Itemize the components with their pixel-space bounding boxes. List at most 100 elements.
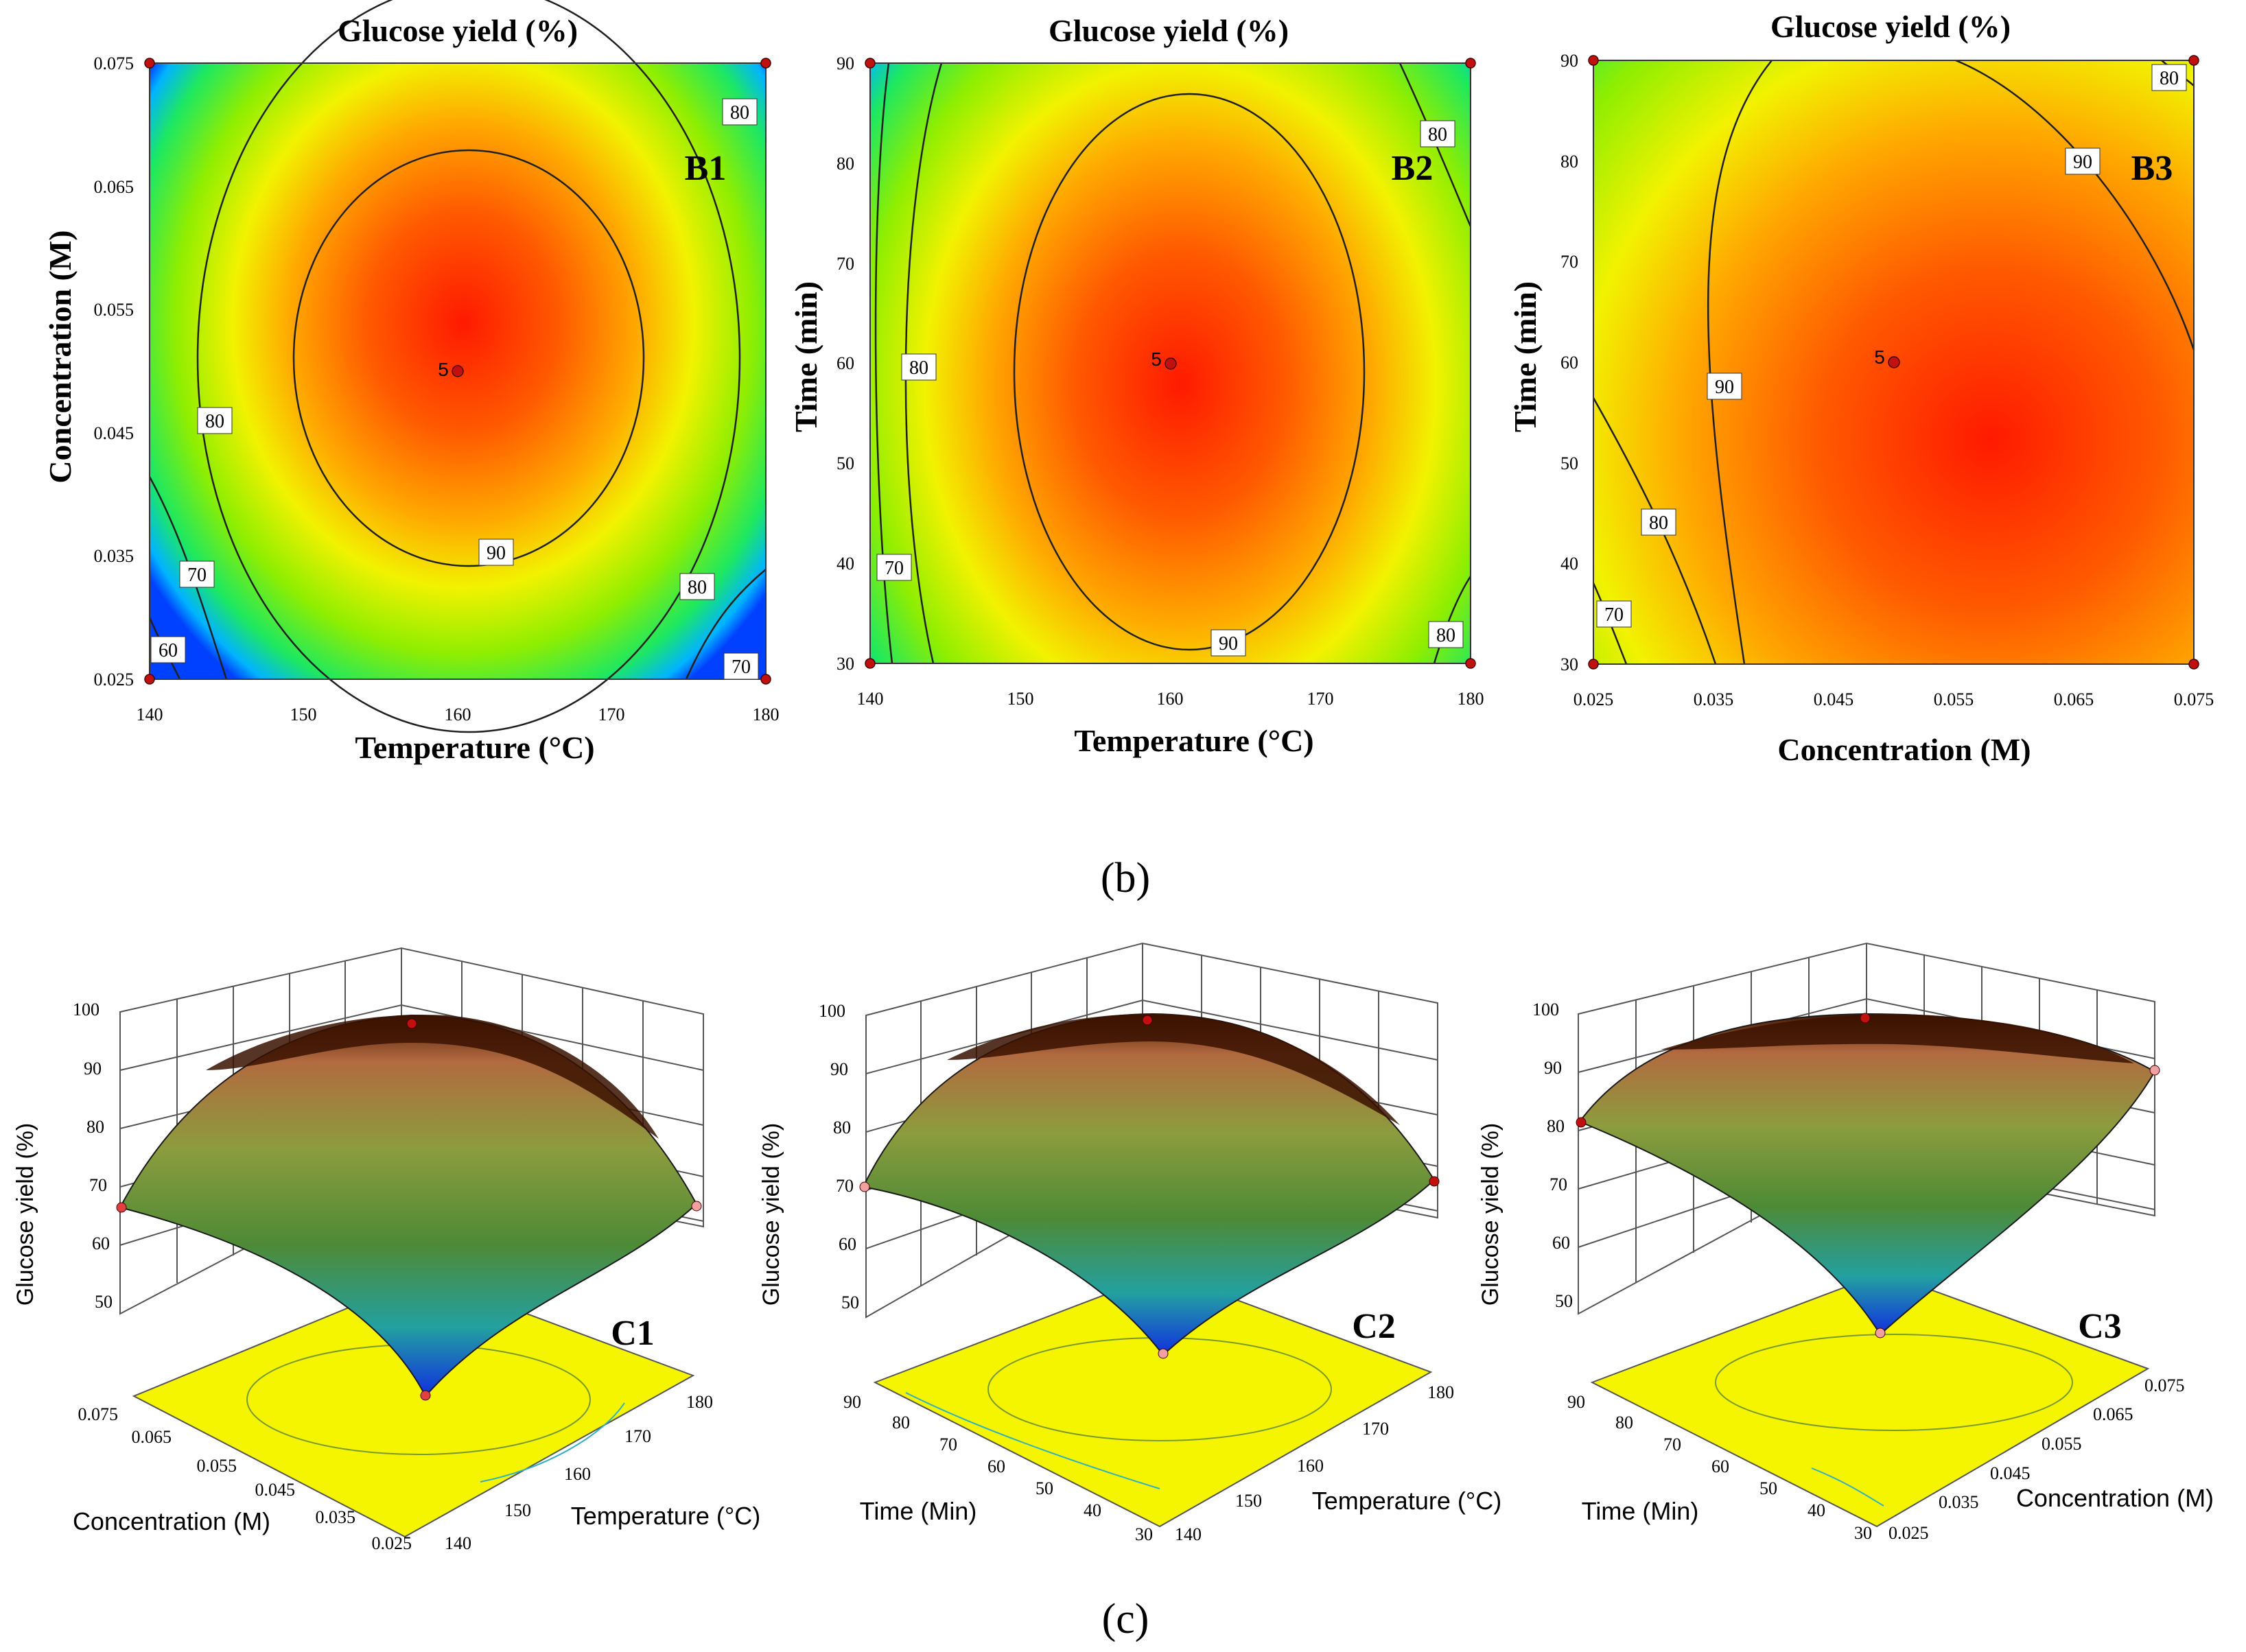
z-tick-label: 90 <box>1544 1058 1562 1078</box>
surface-peak <box>206 1015 659 1139</box>
y-tick-label: 0.055 <box>94 300 134 320</box>
contour-label: 90 <box>1219 633 1238 654</box>
x-tick-label: 160 <box>1297 1456 1324 1476</box>
contour-plot-b2: Glucose yield (%) B2 Temperature (°C) Ti… <box>788 13 1484 758</box>
y-tick-label: 0.025 <box>94 670 134 689</box>
center-point <box>452 365 464 377</box>
surface-plot-c1: 100 90 80 70 60 50 Glucose yield (%) C1 … <box>12 947 760 1553</box>
surface-point <box>1860 1013 1871 1024</box>
design-point <box>865 658 876 669</box>
y-axis-label: Time (Min) <box>860 1497 977 1525</box>
surface-peak <box>947 1013 1400 1125</box>
x-tick-label: 0.045 <box>1990 1463 2031 1483</box>
plot-frame-b2 <box>869 62 1471 664</box>
y-tick-label: 30 <box>837 654 854 674</box>
x-tick-label: 180 <box>1427 1382 1454 1402</box>
x-tick-label: 0.035 <box>1939 1492 1979 1512</box>
center-point-label: 5 <box>1151 349 1162 370</box>
z-tick-label: 70 <box>89 1175 107 1195</box>
y-tick-label: 40 <box>1084 1500 1101 1520</box>
base-plane <box>1590 1271 2150 1528</box>
y-axis-label: Concentration (M) <box>73 1507 270 1535</box>
x-ticks: 140 150 160 170 180 <box>857 689 1484 709</box>
panel-caption-b: (b) <box>1101 855 1150 901</box>
z-tick-label: 50 <box>95 1292 113 1312</box>
y-tick-label: 50 <box>1759 1478 1777 1498</box>
surface-points <box>859 1015 1440 1359</box>
y-tick-label: 0.075 <box>94 54 134 73</box>
response-surface <box>862 1013 1436 1356</box>
x-axis-label: Temperature (°C) <box>571 1502 760 1530</box>
y-tick-label: 50 <box>837 453 854 473</box>
y-tick-label: 70 <box>1560 252 1578 272</box>
contour-line-90 <box>292 149 645 567</box>
z-axis-label: Glucose yield (%) <box>12 1123 38 1306</box>
surface-plot-c3: 100 90 80 70 60 50 Glucose yield (%) C3 … <box>1477 942 2214 1543</box>
z-ticks: 100 90 80 70 60 50 <box>73 1000 113 1312</box>
x-tick-label: 140 <box>1175 1524 1202 1544</box>
contour-label: 90 <box>487 543 506 564</box>
y-axis-label: Concentration (M) <box>43 230 78 483</box>
design-point <box>760 58 771 69</box>
z-ticks: 100 90 80 70 60 50 <box>1532 1000 1573 1311</box>
y-tick-label: 50 <box>1036 1478 1053 1498</box>
contour-line-80 <box>904 62 1472 664</box>
design-point <box>144 674 155 685</box>
contour-label: 80 <box>205 411 224 432</box>
x-ticks: 140 150 160 170 180 <box>445 1392 713 1553</box>
x-tick-label: 0.055 <box>1934 689 1974 709</box>
z-tick-label: 90 <box>830 1059 848 1079</box>
y-tick-label: 30 <box>1560 654 1578 674</box>
y-tick-label: 90 <box>1560 51 1578 71</box>
y-axis-label: Time (min) <box>1508 281 1543 432</box>
y-tick-label: 70 <box>1663 1435 1681 1454</box>
y-tick-label: 0.055 <box>197 1456 237 1476</box>
surface-peak <box>1661 1014 2134 1063</box>
x-tick-label: 170 <box>598 705 625 724</box>
contour-labels: 70 80 90 90 80 <box>1596 64 2187 628</box>
z-tick-label: 100 <box>819 1001 845 1021</box>
y-ticks: 30 40 50 60 70 80 90 <box>1560 51 1578 674</box>
center-point <box>1165 357 1177 370</box>
x-tick-label: 150 <box>504 1500 531 1520</box>
surface-point <box>406 1018 417 1029</box>
z-axis-label: Glucose yield (%) <box>758 1123 784 1306</box>
response-surface <box>119 1014 698 1397</box>
contour-label: 80 <box>688 577 707 598</box>
z-tick-label: 70 <box>836 1176 854 1196</box>
y-tick-label: 0.075 <box>78 1404 119 1424</box>
design-point <box>1588 55 1599 66</box>
x-ticks: 140 150 160 170 180 <box>137 705 780 724</box>
y-tick-label: 80 <box>837 154 854 174</box>
plot-frame-b3 <box>1593 60 2195 665</box>
design-point <box>1465 58 1476 69</box>
y-tick-label: 70 <box>939 1435 957 1454</box>
surface-point <box>420 1390 431 1401</box>
y-tick-label: 60 <box>1711 1456 1729 1476</box>
contour-line-90 <box>1013 93 1366 651</box>
y-tick-label: 0.065 <box>94 177 134 197</box>
surface-point <box>1576 1117 1587 1128</box>
y-tick-label: 70 <box>837 254 854 274</box>
panel-label: B2 <box>1392 149 1434 188</box>
x-tick-label: 170 <box>1307 689 1334 709</box>
y-tick-label: 60 <box>837 353 854 373</box>
contour-label: 70 <box>1604 604 1624 626</box>
design-point <box>1465 658 1476 669</box>
contour-label: 80 <box>909 357 928 379</box>
contour-label: 80 <box>1649 512 1668 534</box>
x-tick-label: 170 <box>624 1426 651 1446</box>
contour-label: 60 <box>159 640 178 661</box>
design-point <box>2188 659 2199 670</box>
panel-label: C1 <box>611 1314 655 1353</box>
x-tick-label: 180 <box>753 705 780 724</box>
y-tick-label: 40 <box>1560 554 1578 574</box>
contour-line-90-upper <box>1955 59 2195 351</box>
x-tick-label: 160 <box>445 705 471 724</box>
x-tick-label: 150 <box>1235 1491 1262 1511</box>
y-tick-label: 90 <box>837 54 854 73</box>
surface-points <box>1576 1013 2160 1338</box>
response-surface <box>1578 1013 2156 1336</box>
z-tick-label: 80 <box>1547 1116 1565 1136</box>
center-point-label: 5 <box>1874 346 1885 368</box>
